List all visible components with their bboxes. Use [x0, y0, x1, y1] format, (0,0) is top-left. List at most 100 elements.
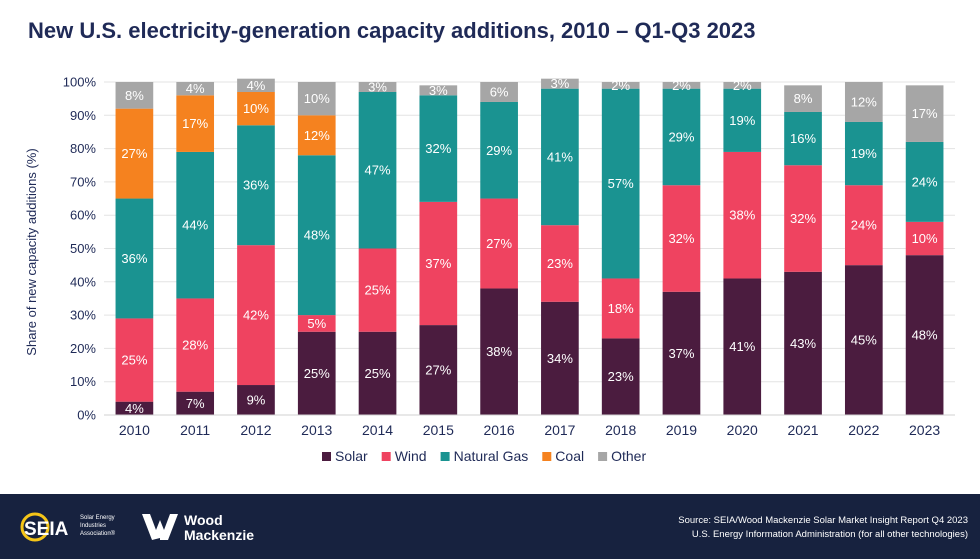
y-axis-ticks: 0% 10% 20% 30% 40% 50% 60% 70% 80% 90% 100%	[63, 75, 97, 423]
y-tick-label: 10%	[70, 374, 96, 389]
bar-segment-solar	[237, 385, 275, 415]
data-label: 45%	[851, 333, 877, 348]
data-label: 10%	[243, 101, 269, 116]
bar-segment-natural-gas	[115, 198, 154, 319]
bar-segment-solar	[541, 301, 579, 415]
data-label: 27%	[425, 363, 451, 378]
legend-swatch	[440, 452, 450, 461]
source-line-1: Source: SEIA/Wood Mackenzie Solar Market…	[678, 515, 968, 526]
data-label: 37%	[425, 256, 451, 271]
data-label: 2%	[733, 78, 752, 93]
data-label: 8%	[794, 91, 813, 106]
legend-item-other: Other	[598, 448, 646, 464]
bar-group-2019: 37% 32% 29% 2%	[662, 78, 701, 415]
legend-label: Coal	[555, 448, 584, 464]
bar-segment-wind	[662, 185, 701, 292]
bar-segment-wind	[115, 318, 154, 402]
bar-segment-other	[358, 82, 397, 92]
data-label: 3%	[429, 83, 448, 98]
bar-segment-coal	[176, 95, 215, 152]
data-label: 29%	[486, 143, 512, 158]
data-label: 8%	[125, 88, 144, 103]
legend-label: Solar	[335, 448, 368, 464]
bar-segment-other	[237, 78, 275, 92]
bar-segment-solar	[723, 278, 762, 415]
bar-segment-other	[601, 82, 640, 89]
bar-segment-natural-gas	[541, 88, 579, 226]
data-label: 42%	[243, 308, 269, 323]
bar-segment-wind	[784, 165, 822, 272]
legend-item-solar: Solar	[322, 448, 368, 464]
bar-group-2014: 25% 25% 47% 3%	[358, 79, 397, 415]
svg-text:Mackenzie: Mackenzie	[184, 527, 254, 543]
data-label: 10%	[912, 231, 938, 246]
bar-segment-other	[541, 78, 579, 89]
footer-bar: SEIA Solar Energy Industries Association…	[0, 494, 980, 559]
bar-segment-solar	[662, 291, 701, 415]
legend-item-coal: Coal	[542, 448, 584, 464]
legend-swatch	[542, 452, 552, 461]
x-tick-label: 2018	[605, 422, 636, 438]
data-label: 9%	[247, 393, 266, 408]
data-label: 28%	[182, 338, 208, 353]
data-label: 5%	[307, 316, 326, 331]
x-tick-label: 2016	[484, 422, 515, 438]
bar-segment-solar	[115, 401, 154, 415]
bar-segment-other	[662, 82, 701, 89]
data-label: 19%	[729, 113, 755, 128]
data-label: 4%	[247, 78, 266, 93]
data-label: 36%	[243, 178, 269, 193]
bar-segment-solar	[844, 265, 883, 415]
data-label: 12%	[851, 94, 877, 109]
legend-label: Natural Gas	[454, 448, 529, 464]
data-label: 25%	[304, 366, 330, 381]
bar-group-2020: 41% 38% 19% 2%	[723, 78, 762, 415]
data-label: 36%	[121, 251, 147, 266]
data-label: 23%	[608, 369, 634, 384]
x-tick-label: 2014	[362, 422, 393, 438]
x-tick-label: 2010	[119, 422, 150, 438]
data-label: 48%	[912, 328, 938, 343]
svg-text:Solar Energy: Solar Energy	[80, 515, 115, 521]
bar-segment-wind	[723, 151, 762, 279]
data-label: 25%	[365, 283, 391, 298]
y-tick-label: 100%	[63, 75, 97, 90]
bar-segment-other	[297, 82, 336, 116]
data-label: 25%	[365, 366, 391, 381]
svg-text:Industries: Industries	[80, 523, 106, 529]
bar-group-2018: 23% 18% 57% 2%	[601, 78, 640, 415]
data-label: 57%	[608, 176, 634, 191]
bar-segment-solar	[601, 338, 640, 415]
bar-segment-natural-gas	[905, 141, 944, 222]
data-label: 41%	[729, 339, 755, 354]
legend-item-natural-gas: Natural Gas	[440, 448, 529, 464]
bar-segment-natural-gas	[176, 151, 215, 299]
y-tick-label: 70%	[70, 174, 96, 189]
data-label: 24%	[912, 174, 938, 189]
svg-text:Association®: Association®	[80, 530, 116, 537]
bar-segment-natural-gas	[601, 88, 640, 279]
bar-segment-solar	[358, 331, 397, 415]
bar-segment-wind	[297, 315, 336, 332]
data-label: 4%	[125, 401, 144, 416]
data-label: 34%	[547, 351, 573, 366]
bar-segment-wind	[358, 248, 397, 332]
data-label: 19%	[851, 146, 877, 161]
data-label: 2%	[672, 78, 691, 93]
data-label: 12%	[304, 128, 330, 143]
bar-segment-solar	[480, 288, 518, 415]
bar-segment-wind	[237, 245, 275, 386]
data-label: 47%	[365, 163, 391, 178]
data-label: 2%	[611, 78, 630, 93]
bar-segment-wind	[541, 225, 579, 302]
x-tick-label: 2011	[180, 422, 210, 438]
x-tick-label: 2021	[787, 422, 818, 438]
bar-segment-other	[844, 82, 883, 122]
data-label: 43%	[790, 336, 816, 351]
bar-segment-natural-gas	[358, 91, 397, 249]
bar-segment-natural-gas	[419, 95, 458, 202]
bar-segment-wind	[844, 185, 883, 266]
x-tick-label: 2020	[727, 422, 758, 438]
gridlines	[104, 81, 955, 416]
bar-segment-natural-gas	[297, 155, 336, 316]
